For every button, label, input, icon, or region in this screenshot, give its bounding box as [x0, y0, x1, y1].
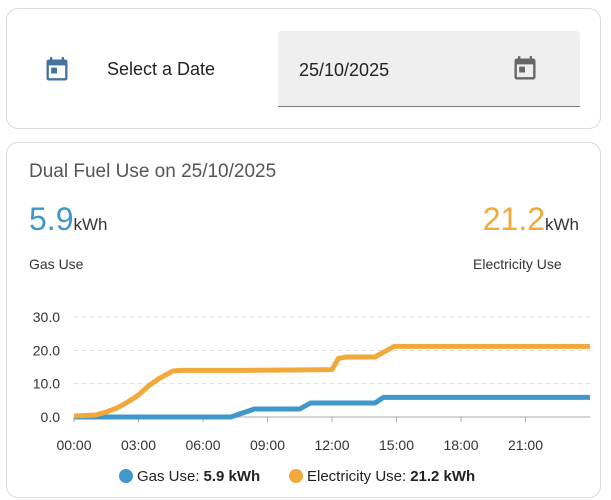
legend-entry: Electricity Use: 21.2 kWh [307, 468, 475, 485]
legend-label: Electricity Use: [307, 468, 406, 485]
card-title: Dual Fuel Use on 25/10/2025 [29, 161, 277, 182]
legend-value: 5.9 kWh [204, 468, 261, 485]
legend-marker [119, 469, 133, 483]
calendar-icon[interactable] [511, 54, 539, 84]
calendar-icon[interactable] [43, 55, 71, 85]
stat-unit: kWh [73, 215, 108, 234]
y-tick-label: 20.0 [33, 342, 60, 358]
y-tick-label: 10.0 [33, 376, 60, 392]
legend-value: 21.2 kWh [410, 468, 475, 485]
legend-entry: Gas Use: 5.9 kWh [137, 468, 260, 485]
x-tick-label: 21:00 [508, 437, 543, 453]
y-tick-label: 0.0 [41, 409, 61, 425]
date-label: Select a Date [107, 59, 216, 79]
energy-card: Dual Fuel Use on 25/10/2025 5.9kWh Gas U… [6, 142, 601, 498]
stat-label: Electricity Use [473, 256, 562, 272]
gas-stat: 5.9kWh [29, 201, 107, 238]
x-tick-label: 03:00 [121, 437, 156, 453]
x-tick-label: 00:00 [56, 437, 91, 453]
x-tick-label: 15:00 [379, 437, 414, 453]
x-tick-label: 12:00 [314, 437, 349, 453]
legend-label: Gas Use: [137, 468, 200, 485]
stat-value: 21.2 [482, 201, 545, 237]
x-tick-label: 06:00 [185, 437, 220, 453]
date-card: Select a Date 25/10/2025 [6, 8, 601, 129]
series-line [73, 343, 590, 419]
stat-value: 5.9 [29, 201, 74, 237]
x-tick-label: 09:00 [250, 437, 285, 453]
legend-marker [289, 469, 303, 483]
x-tick-label: 18:00 [443, 437, 478, 453]
series-line [74, 394, 590, 420]
y-tick-label: 30.0 [33, 309, 60, 325]
stat-unit: kWh [545, 215, 579, 234]
date-input[interactable]: 25/10/2025 [278, 31, 580, 107]
electricity-stat: 21.2kWh [483, 201, 579, 238]
stat-label: Gas Use [29, 256, 84, 272]
date-value: 25/10/2025 [299, 60, 390, 80]
